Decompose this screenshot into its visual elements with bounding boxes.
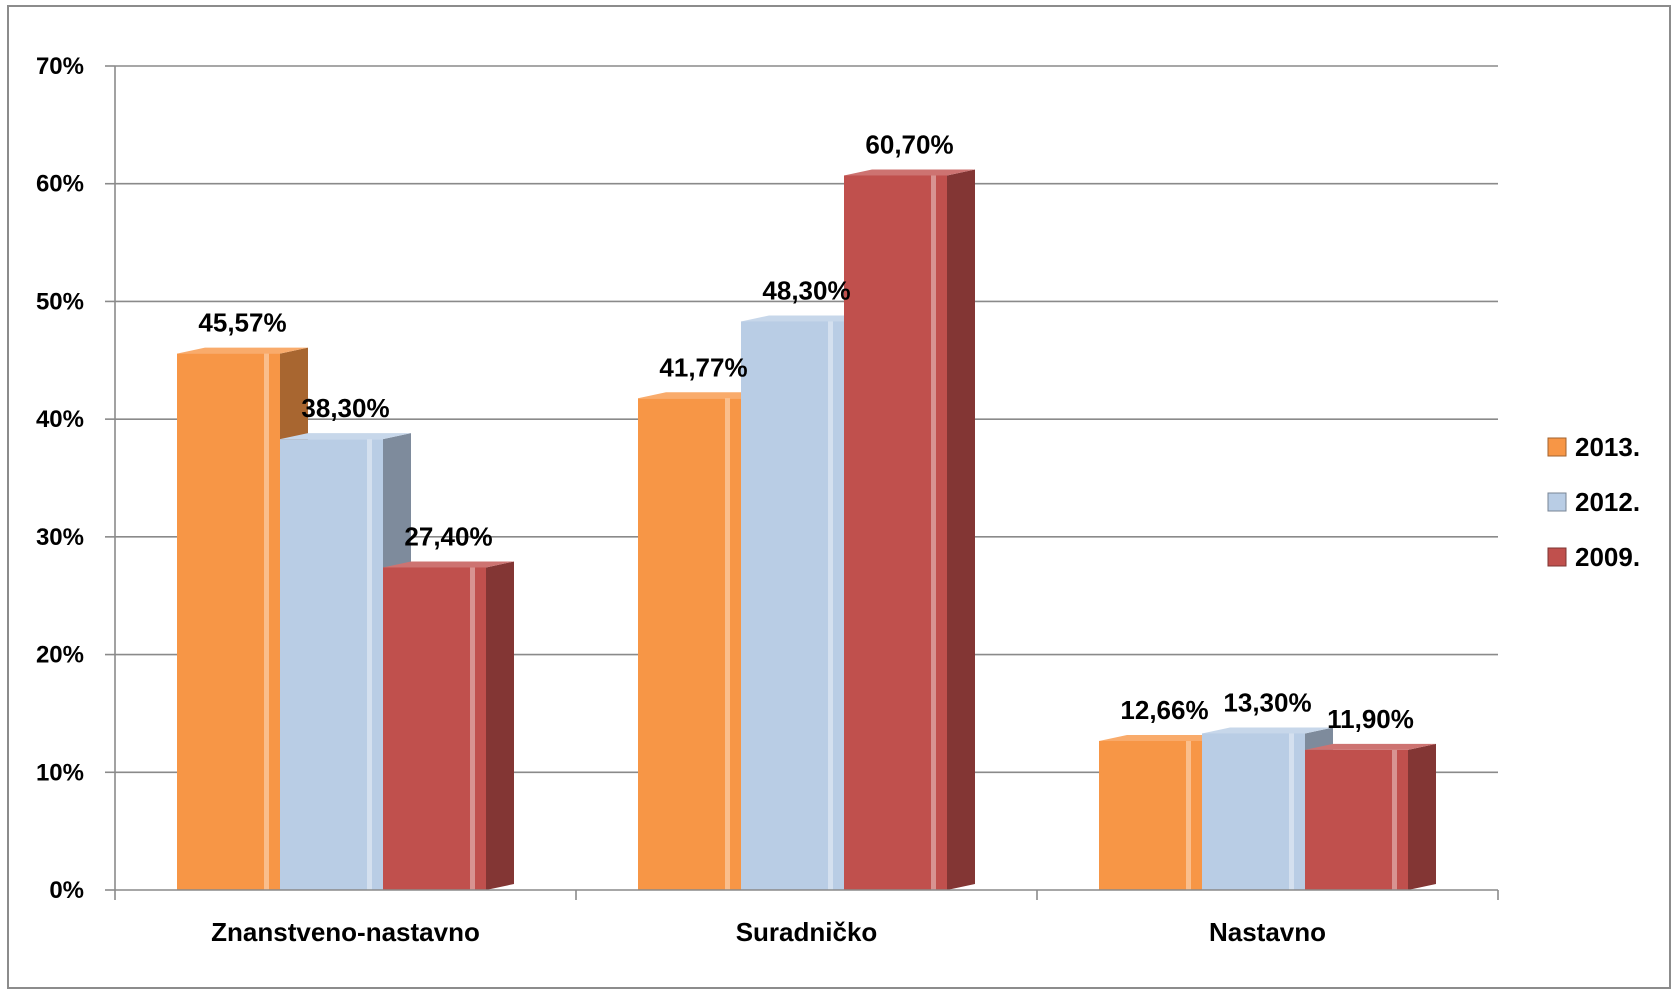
data-label: 45,57%: [198, 308, 286, 338]
x-tick-label: Suradničko: [736, 917, 878, 947]
legend-item-2013: 2013.: [1547, 432, 1640, 462]
y-tick-label: 20%: [36, 642, 84, 669]
bar-2009-nastavno: [1305, 743, 1436, 890]
y-tick-label: 40%: [36, 406, 84, 433]
data-label: 60,70%: [865, 129, 953, 159]
legend: 2013. 2012. 2009.: [1547, 432, 1640, 572]
data-label: 41,77%: [659, 352, 747, 382]
legend-label: 2009.: [1575, 542, 1640, 572]
bar-2009-znanstveno-nastavno: [383, 561, 514, 890]
data-label: 13,30%: [1223, 687, 1311, 717]
legend-label: 2013.: [1575, 432, 1640, 462]
legend-item-2009: 2009.: [1547, 542, 1640, 572]
x-tick-label: Nastavno: [1209, 917, 1326, 947]
axes: 0% 10% 20% 30% 40% 50% 60% 70% Znanstveno-nastav…: [36, 53, 1499, 947]
y-tick-label: 50%: [36, 288, 84, 315]
legend-swatch: [1547, 547, 1567, 567]
data-label: 48,30%: [762, 275, 850, 305]
bars: [177, 169, 1436, 890]
legend-swatch: [1547, 437, 1567, 457]
y-tick-label: 10%: [36, 759, 84, 786]
data-label: 11,90%: [1327, 704, 1414, 734]
x-tick-label: Znanstveno-nastavno: [211, 917, 480, 947]
legend-item-2012: 2012.: [1547, 487, 1640, 517]
data-label: 27,40%: [404, 521, 492, 551]
y-tick-label: 0%: [49, 877, 84, 904]
data-label: 12,66%: [1120, 695, 1208, 725]
bar-2009-suradni-ko: [844, 169, 975, 890]
legend-swatch: [1547, 492, 1567, 512]
y-tick-label: 60%: [36, 171, 84, 198]
data-labels: 45,57% 41,77% 12,66% 38,30% 48,30% 13,30% 27,4…: [198, 129, 1413, 733]
data-label: 38,30%: [301, 393, 389, 423]
y-tick-label: 70%: [36, 53, 84, 80]
y-tick-label: 30%: [36, 524, 84, 551]
legend-label: 2012.: [1575, 487, 1640, 517]
